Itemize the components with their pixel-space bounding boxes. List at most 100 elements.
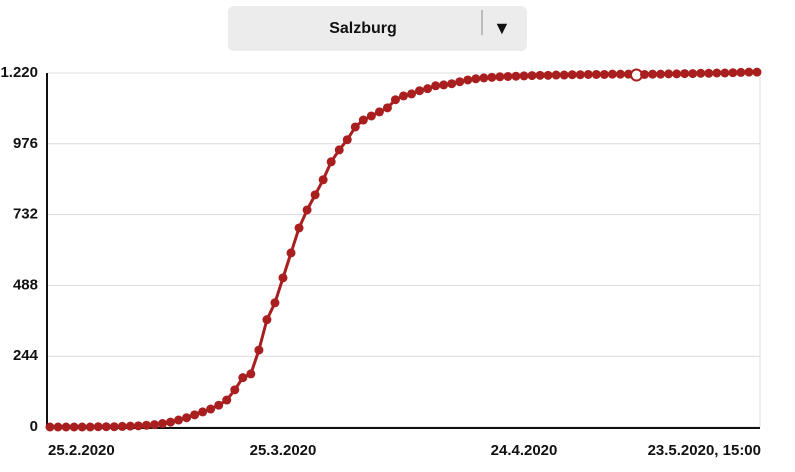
point [45,422,55,432]
point [567,70,577,80]
point [262,315,272,325]
point [157,419,167,429]
point [527,71,537,81]
point [575,70,585,80]
point [190,410,200,420]
point [214,400,224,410]
point [254,345,264,355]
point [310,190,320,200]
y-tick-label: 1.220 [0,64,38,81]
point [463,75,473,85]
point [77,422,87,432]
dropdown-arrow[interactable]: ▼ [493,18,511,38]
point [294,223,304,233]
dropdown-separator [481,10,483,35]
point [487,72,497,82]
point [399,91,408,101]
point [246,369,256,379]
point [141,420,151,430]
point [720,68,730,78]
y-tick-label: 976 [13,135,38,152]
point [125,421,135,431]
point [174,415,184,425]
point [648,69,658,79]
point [415,86,425,96]
y-tick-label: 488 [13,276,38,293]
dropdown-label[interactable]: Salzburg [329,20,397,37]
point [704,68,714,78]
point [407,89,417,99]
point [607,69,617,79]
point [334,145,344,155]
y-tick-label: 0 [30,418,38,435]
point [744,67,754,77]
point [511,71,521,81]
point [728,68,738,78]
point [656,69,666,79]
point [479,73,489,83]
point [53,422,63,432]
point [615,69,625,79]
point [85,422,95,432]
point [270,298,280,308]
point [688,69,698,79]
point [318,175,328,185]
point [69,422,79,432]
point [423,84,433,94]
x-tick-label: 25.2.2020 [48,442,115,459]
point [238,373,248,383]
point [374,107,384,117]
point [230,385,240,395]
region-dropdown[interactable]: Salzburg ▼ [228,6,527,51]
point [664,69,674,79]
point [672,69,682,79]
point [149,420,159,430]
point [752,67,762,77]
point [133,421,143,431]
point [182,413,192,423]
point [439,80,449,90]
point [495,72,505,82]
point [222,395,232,405]
point [583,69,593,79]
point [712,68,722,78]
point [302,205,312,215]
point [696,68,706,78]
point [358,115,368,125]
point [350,122,360,132]
x-tick-label: 24.4.2020 [491,442,558,459]
point [198,407,208,417]
point [326,157,336,167]
point [680,69,690,79]
x-tick-label: 25.3.2020 [250,442,317,459]
point [61,422,71,432]
point [278,273,288,283]
point [455,77,465,87]
point [286,248,296,258]
point [390,95,400,105]
point [559,70,569,80]
y-tick-label: 732 [13,206,38,223]
line [50,70,757,429]
point [535,70,545,80]
point [591,69,601,79]
point [519,71,529,81]
point [109,422,119,432]
point [447,79,457,89]
point [206,404,216,414]
y-tick-label: 244 [13,347,39,364]
point [543,70,553,80]
point [366,111,376,121]
point [342,135,352,145]
point [503,71,513,81]
point [166,417,176,427]
point [736,67,746,77]
point [93,422,103,432]
point [382,103,392,113]
x-tick-label: 23.5.2020, 15:00 [648,442,761,459]
point [117,421,127,431]
point [640,69,650,79]
point [431,81,441,91]
